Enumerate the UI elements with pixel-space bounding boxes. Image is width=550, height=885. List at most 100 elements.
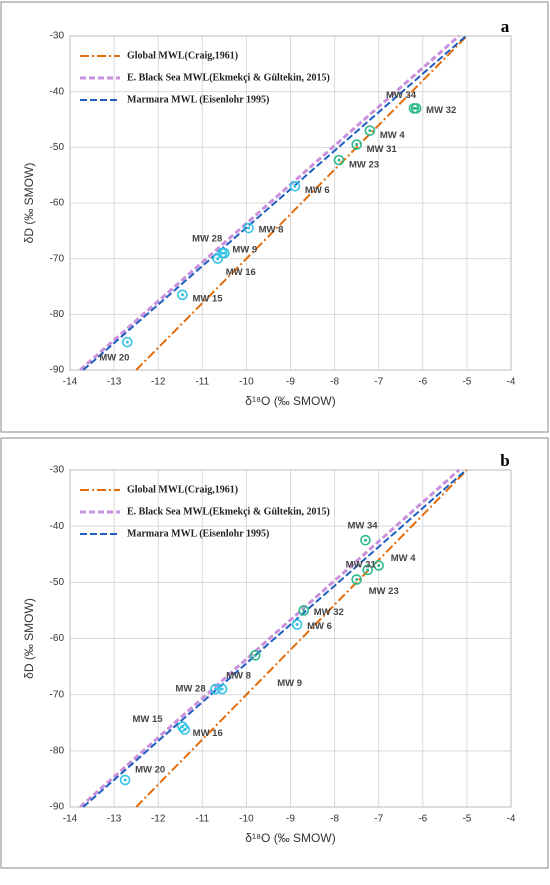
panel-label: b <box>500 451 509 470</box>
y-tick-label: -50 <box>50 577 65 588</box>
mwl-line <box>82 469 467 808</box>
x-tick-label: -9 <box>286 814 295 825</box>
sample-point-core <box>183 727 187 731</box>
sample-point <box>362 564 373 576</box>
point-label: MW 8 <box>226 671 251 682</box>
x-tick-label: -11 <box>195 377 209 388</box>
x-tick-label: -10 <box>239 814 254 825</box>
sample-point <box>333 154 345 166</box>
x-tick-label: -14 <box>63 814 78 825</box>
y-axis-title: δD (‰ SMOW) <box>22 598 36 679</box>
mwl-line <box>79 34 460 372</box>
legend-label: E. Black Sea MWL(Ekmekçi & Gültekin, 201… <box>127 506 330 517</box>
sample-point-core <box>412 106 416 110</box>
sample-point <box>216 683 228 695</box>
x-axis-title: δ¹⁸O (‰ SMOW) <box>245 831 335 845</box>
y-tick-label: -60 <box>50 198 65 209</box>
x-tick-label: -4 <box>507 377 516 388</box>
point-label: MW 31 <box>367 144 398 155</box>
y-tick-label: -70 <box>50 689 65 700</box>
sample-point <box>177 721 188 732</box>
sample-point-core <box>123 778 127 782</box>
point-label: MW 34 <box>347 521 378 532</box>
point-label: MW 4 <box>380 130 406 141</box>
sample-point <box>351 139 362 150</box>
point-label: MW 4 <box>391 553 417 564</box>
sample-point-core <box>363 538 367 542</box>
point-label: MW 32 <box>314 607 344 618</box>
x-tick-label: -12 <box>151 377 166 388</box>
x-tick-label: -10 <box>239 377 254 388</box>
point-label: MW 20 <box>99 353 129 364</box>
sample-point <box>249 650 261 661</box>
x-tick-label: -4 <box>507 814 516 825</box>
y-tick-label: -30 <box>50 465 65 476</box>
y-tick-label: -30 <box>50 31 65 42</box>
sample-point <box>122 336 133 348</box>
point-label: MW 16 <box>193 728 223 739</box>
x-tick-label: -6 <box>418 814 427 825</box>
x-tick-label: -12 <box>151 814 166 825</box>
y-tick-label: -90 <box>50 802 65 813</box>
mwl-line <box>82 35 467 371</box>
panel-label: a <box>501 17 510 36</box>
sample-point-core <box>368 129 372 133</box>
legend-label: E. Black Sea MWL(Ekmekçi & Gültekin, 201… <box>127 72 330 83</box>
point-label: MW 23 <box>349 160 379 171</box>
legend-label: Marmara MWL (Eisenlohr 1995) <box>127 94 269 105</box>
sample-point-core <box>295 622 299 626</box>
x-tick-label: -5 <box>462 377 471 388</box>
sample-point-core <box>216 257 220 261</box>
point-label: MW 20 <box>135 765 165 776</box>
y-tick-label: -70 <box>50 253 65 264</box>
panel: -14 -13 -12 -11 -10 -9 -8 -7 -6 -5 -4 -90 -80 -70 -60 -… <box>0 437 549 869</box>
sample-point <box>177 289 188 301</box>
sample-point <box>351 574 362 585</box>
legend-label: Global MWL(Craig,1961) <box>127 50 238 61</box>
x-axis-title: δ¹⁸O (‰ SMOW) <box>245 394 335 408</box>
point-label: MW 31 <box>346 559 377 570</box>
y-tick-label: -80 <box>50 309 65 320</box>
sample-point-core <box>180 293 184 297</box>
sample-point-core <box>377 563 381 567</box>
point-label: MW 9 <box>277 678 302 689</box>
x-tick-label: -11 <box>195 814 209 825</box>
x-tick-label: -5 <box>462 814 471 825</box>
sample-point <box>219 247 230 259</box>
point-label: MW 6 <box>305 185 330 196</box>
y-tick-label: -90 <box>50 365 65 376</box>
x-tick-label: -6 <box>418 377 427 388</box>
sample-point-core <box>220 251 224 255</box>
point-label: MW 28 <box>176 684 206 695</box>
point-label: MW 6 <box>307 621 332 632</box>
panel-border <box>0 437 549 869</box>
sample-point-core <box>302 608 306 612</box>
sample-point-core <box>220 687 224 691</box>
point-label: MW 15 <box>132 714 163 725</box>
sample-point-core <box>125 340 129 344</box>
x-tick-label: -13 <box>107 814 122 825</box>
x-tick-label: -13 <box>107 377 122 388</box>
x-tick-label: -8 <box>330 814 339 825</box>
sample-point-core <box>222 251 226 255</box>
legend-label: Marmara MWL (Eisenlohr 1995) <box>127 528 269 539</box>
sample-point <box>179 724 190 735</box>
sample-point-core <box>414 106 418 110</box>
point-label: MW 28 <box>192 234 222 245</box>
x-tick-label: -14 <box>63 377 78 388</box>
y-tick-label: -40 <box>50 86 65 97</box>
sample-point <box>119 774 131 786</box>
y-tick-label: -50 <box>50 142 65 153</box>
plot-frame <box>69 35 512 371</box>
x-tick-label: -7 <box>374 377 383 388</box>
sample-point-core <box>355 143 359 147</box>
mwl-line <box>135 469 468 808</box>
x-tick-label: -9 <box>286 377 295 388</box>
y-tick-label: -80 <box>50 745 65 756</box>
sample-point <box>373 560 385 571</box>
sample-point <box>289 181 301 192</box>
point-label: MW 23 <box>369 586 399 597</box>
point-label: MW 8 <box>259 225 284 236</box>
panel: -14 -13 -12 -11 -10 -9 -8 -7 -6 -5 -4 -90 -80 -70 -60 -… <box>0 1 549 433</box>
